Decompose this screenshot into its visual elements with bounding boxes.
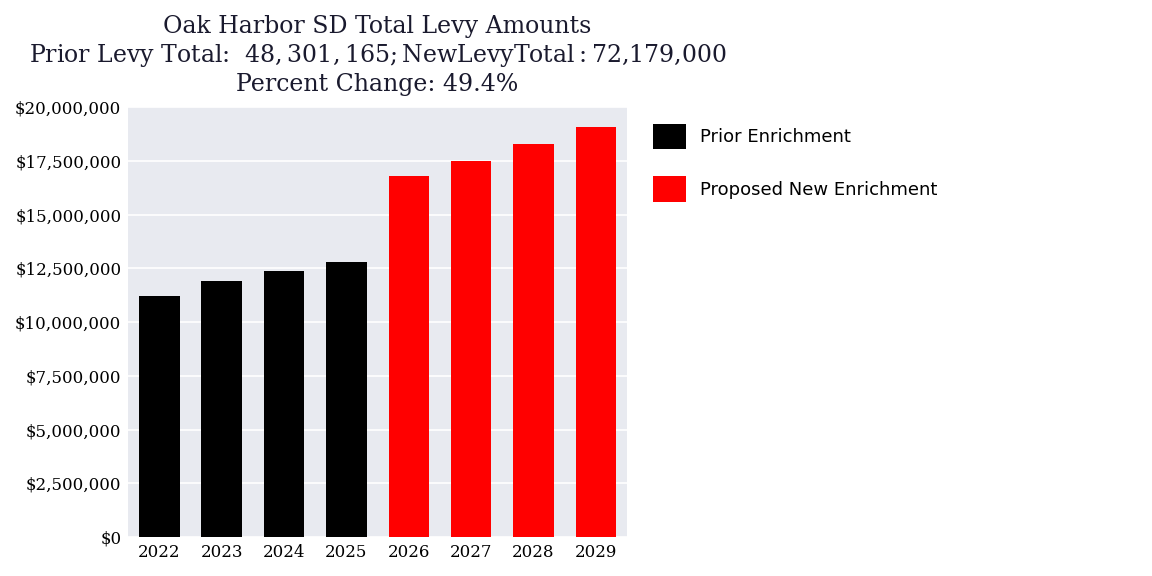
Title: Oak Harbor SD Total Levy Amounts
Prior Levy Total:  $48,301,165; New Levy Total:: Oak Harbor SD Total Levy Amounts Prior L… [29, 15, 727, 96]
Bar [202, 281, 242, 537]
Bar [514, 144, 554, 537]
Bar [576, 127, 616, 537]
Bar [450, 161, 492, 537]
Bar [264, 271, 304, 537]
Legend: Prior Enrichment, Proposed New Enrichment: Prior Enrichment, Proposed New Enrichmen… [646, 116, 945, 209]
Bar [139, 297, 180, 537]
Bar [388, 176, 429, 537]
Bar [326, 262, 366, 537]
